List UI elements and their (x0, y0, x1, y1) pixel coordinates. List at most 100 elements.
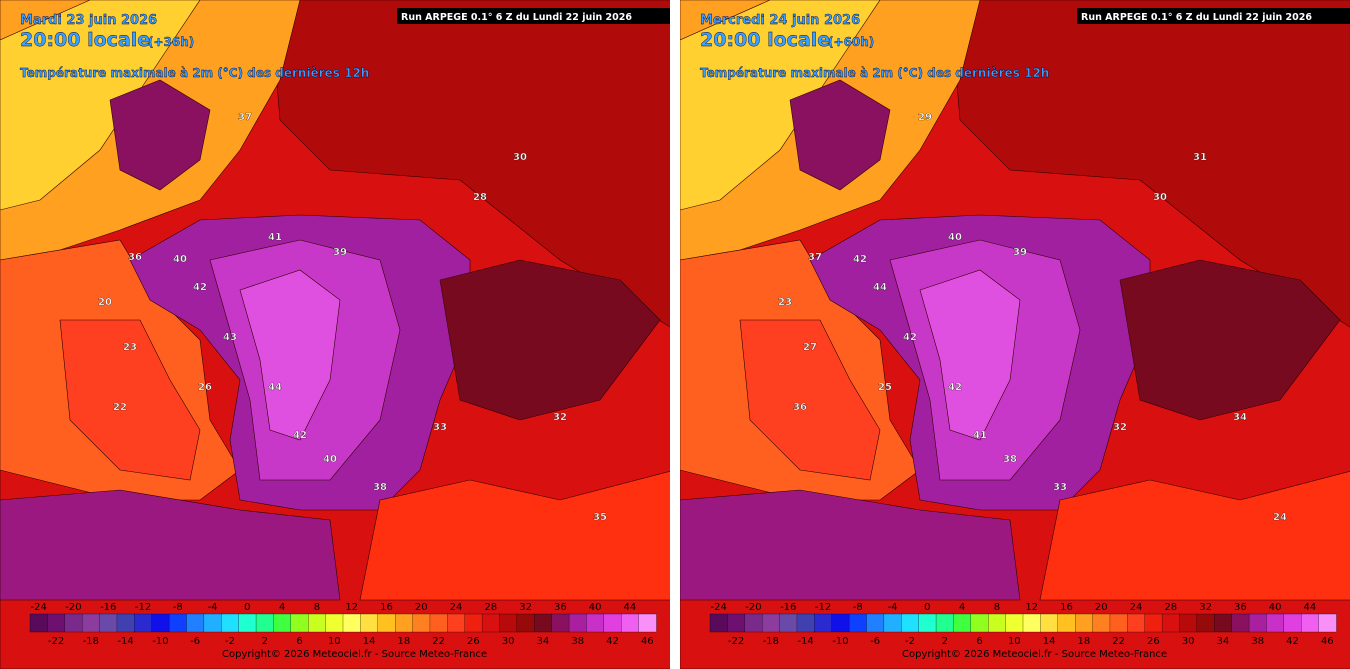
lead-time: (+36h) (148, 35, 194, 49)
scale-tick: 18 (1077, 636, 1090, 647)
scale-tick: 40 (1269, 602, 1282, 613)
temperature-zone (109, 79, 211, 191)
scale-tick: 16 (1060, 602, 1073, 613)
scale-tick: 30 (502, 636, 515, 647)
scale-cell (1022, 613, 1042, 633)
temperature-zone (439, 259, 661, 421)
temperature-label: 34 (1233, 412, 1247, 423)
scale-tick: -6 (190, 636, 200, 647)
scale-tick: 8 (314, 602, 320, 613)
temperature-label: 31 (1193, 152, 1207, 163)
temperature-zone (359, 470, 670, 601)
scale-tick: 24 (1130, 602, 1143, 613)
scale-cell (762, 613, 781, 633)
scale-cell (534, 613, 553, 633)
temperature-zone (789, 79, 891, 191)
run-info: Run ARPEGE 0.1° 6 Z du Lundi 22 juin 202… (1081, 12, 1312, 23)
copyright: Copyright© 2026 Meteociel.fr - Source Me… (222, 649, 487, 660)
scale-tick: -20 (65, 602, 81, 613)
temperature-label: 23 (123, 342, 137, 353)
scale-tick: -18 (83, 636, 99, 647)
temperature-zone (919, 269, 1021, 441)
scale-tick: 0 (244, 602, 250, 613)
scale-tick: -18 (763, 636, 779, 647)
scale-cell (151, 613, 170, 633)
scale-cell (221, 613, 240, 633)
scale-tick: -4 (888, 602, 898, 613)
temperature-label: 36 (128, 252, 142, 263)
map-panel: 37 42444240394241383332342423272536293031… (680, 0, 1350, 669)
temperature-label: 43 (223, 332, 237, 343)
scale-tick: -12 (815, 602, 831, 613)
scale-cell (935, 613, 955, 633)
scale-tick: 14 (363, 636, 376, 647)
temperature-label: 37 (808, 252, 822, 263)
scale-tick: -16 (780, 602, 796, 613)
scale-tick: -8 (853, 602, 863, 613)
scale-cell (116, 613, 135, 633)
temperature-label: 44 (873, 282, 887, 293)
temperature-label: 29 (918, 112, 932, 123)
scale-cell (325, 613, 344, 633)
scale-cell (1318, 613, 1337, 633)
scale-cell (831, 613, 850, 633)
scale-tick: -24 (31, 602, 47, 613)
scale-tick: -10 (832, 636, 848, 647)
scale-cell (988, 613, 1007, 633)
scale-cell (796, 613, 815, 633)
scale-cell (1179, 613, 1198, 633)
lead-time: (+60h) (828, 35, 874, 49)
scale-cell (238, 613, 257, 633)
scale-cell (360, 613, 379, 633)
scale-tick: 4 (959, 602, 965, 613)
scale-cell (516, 613, 535, 633)
run-box (1077, 8, 1350, 24)
scale-tick: 46 (641, 636, 654, 647)
scale-cell (1248, 613, 1268, 633)
run-info: Run ARPEGE 0.1° 6 Z du Lundi 22 juin 202… (401, 12, 632, 23)
scale-cell (1092, 613, 1111, 633)
scale-cell (1214, 613, 1233, 633)
scale-cell (603, 613, 622, 633)
scale-tick: 16 (380, 602, 393, 613)
scale-tick: 20 (1095, 602, 1108, 613)
scale-cell (342, 613, 362, 633)
scale-cell (970, 613, 989, 633)
temperature-label: 42 (853, 254, 867, 265)
temperature-zone (1039, 470, 1350, 601)
divider (675, 0, 680, 669)
run-box (397, 8, 670, 24)
temperature-zone (59, 319, 201, 481)
scale-tick: 22 (1112, 636, 1125, 647)
scale-cell (481, 613, 501, 633)
scale-tick: -10 (152, 636, 168, 647)
scale-tick: 10 (328, 636, 341, 647)
scale-cell (1040, 613, 1059, 633)
scale-tick: 22 (432, 636, 445, 647)
scale-cell (918, 613, 937, 633)
scale-tick: 6 (296, 636, 302, 647)
scale-tick: 18 (397, 636, 410, 647)
date: Mercredi 24 juin 2026 (700, 13, 860, 28)
temperature-label: 27 (803, 342, 817, 353)
scale-cell (1109, 613, 1128, 633)
temperature-label: 41 (268, 232, 282, 243)
scale-cell (1196, 613, 1215, 633)
temperature-label: 30 (513, 152, 527, 163)
scale-tick: 32 (1199, 602, 1212, 613)
scale-tick: 26 (1147, 636, 1160, 647)
subtitle: Température maximale à 2m (°C) des derni… (20, 66, 369, 80)
scale-tick: -2 (225, 636, 235, 647)
temperature-label: 28 (473, 192, 487, 203)
temperature-zone (269, 0, 670, 328)
scale-tick: 42 (1286, 636, 1299, 647)
temperature-zone (1119, 259, 1341, 421)
temperature-label: 41 (973, 430, 987, 441)
temperature-label: 22 (113, 402, 127, 413)
scale-cell (1266, 613, 1285, 633)
scale-cell (499, 613, 518, 633)
scale-tick: 32 (519, 602, 532, 613)
scale-tick: -14 (117, 636, 133, 647)
scale-cell (1231, 613, 1250, 633)
scale-cell (134, 613, 153, 633)
